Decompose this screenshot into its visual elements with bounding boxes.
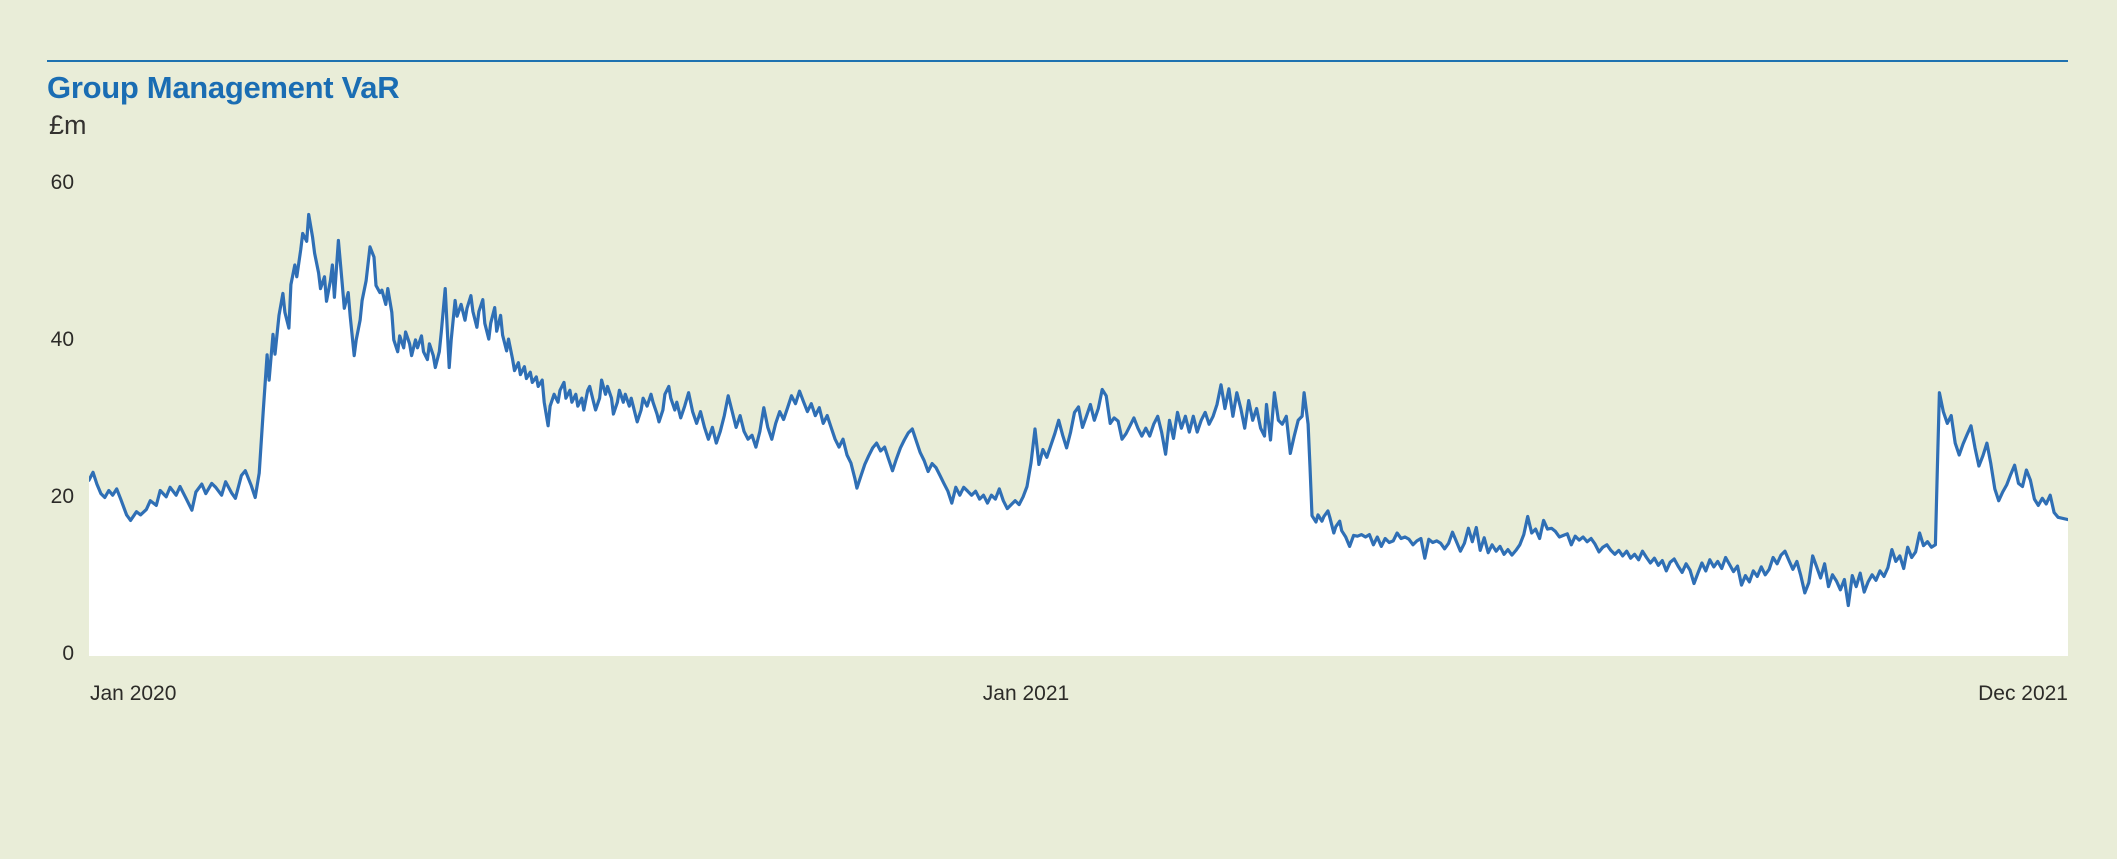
x-tick-label-dec-2021: Dec 2021	[1978, 682, 2068, 705]
var-line-chart	[87, 183, 2070, 656]
plot-area-fill	[89, 214, 2068, 656]
y-tick-label-40: 40	[50, 328, 74, 351]
y-tick-label-0: 0	[62, 642, 74, 665]
y-axis-unit-label: £m	[49, 110, 87, 140]
y-tick-label-60: 60	[50, 171, 74, 194]
header-rule	[47, 60, 2068, 62]
chart-title: Group Management VaR	[47, 70, 400, 105]
chart-svg	[87, 212, 2070, 656]
var-series-line	[87, 212, 2070, 608]
x-tick-label-jan-2020: Jan 2020	[90, 682, 177, 705]
y-tick-label-20: 20	[50, 485, 74, 508]
x-tick-label-jan-2021: Jan 2021	[982, 682, 1070, 705]
